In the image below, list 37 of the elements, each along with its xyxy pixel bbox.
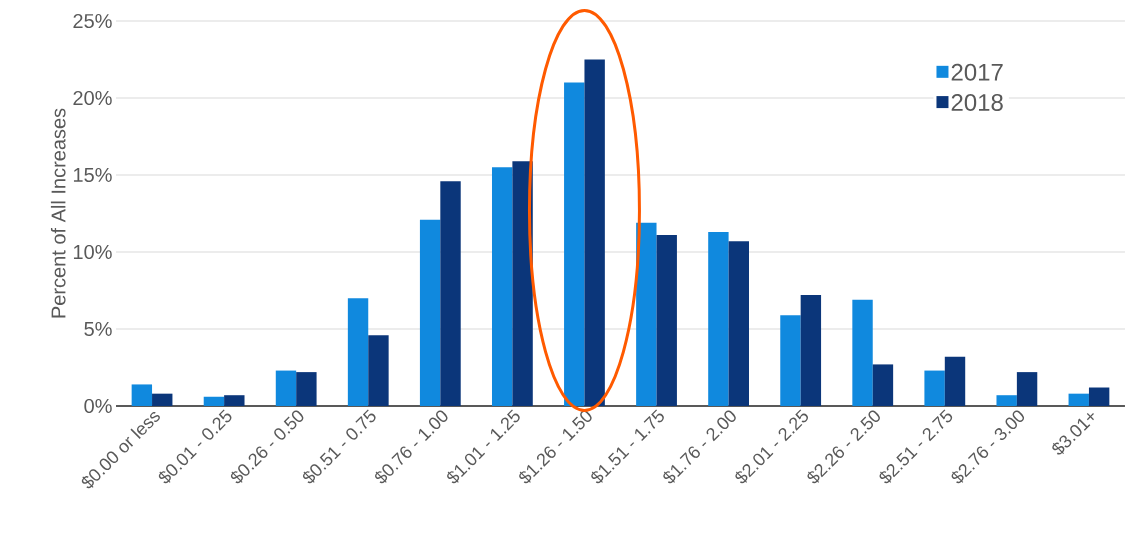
- bar: [131, 384, 153, 406]
- bar: [584, 59, 605, 406]
- bar: [512, 161, 533, 406]
- bar: [440, 181, 461, 406]
- y-tick-label: 15%: [73, 167, 112, 183]
- bar: [564, 82, 585, 406]
- bar: [1088, 387, 1110, 406]
- bar: [800, 295, 822, 406]
- y-tick-label: 0%: [84, 398, 112, 414]
- bar: [419, 219, 441, 406]
- bar: [944, 356, 966, 406]
- bar: [1068, 393, 1089, 406]
- bar: [708, 231, 729, 406]
- bar: [296, 372, 317, 406]
- y-tick-label: 25%: [73, 13, 112, 29]
- y-axis-title: Percent of All Increases: [50, 108, 66, 318]
- bar: [780, 315, 801, 406]
- bar: [203, 396, 225, 406]
- bar: [368, 335, 389, 406]
- bar: [728, 241, 749, 406]
- bar: [224, 395, 245, 406]
- y-tick-label: 5%: [84, 321, 112, 337]
- y-tick-label: 20%: [73, 90, 112, 106]
- bar: [152, 393, 173, 406]
- bar: [924, 370, 945, 406]
- bar: [275, 370, 297, 406]
- bar: [996, 395, 1017, 406]
- bar: [491, 167, 513, 406]
- legend-label: 2017: [951, 63, 1003, 81]
- legend-label: 2018: [951, 93, 1003, 111]
- bar: [872, 364, 894, 406]
- y-tick-label: 10%: [73, 244, 112, 260]
- bar: [852, 299, 873, 406]
- bar: [1016, 372, 1038, 406]
- bar: [656, 235, 677, 406]
- bar: [347, 298, 369, 406]
- bar: [636, 222, 657, 406]
